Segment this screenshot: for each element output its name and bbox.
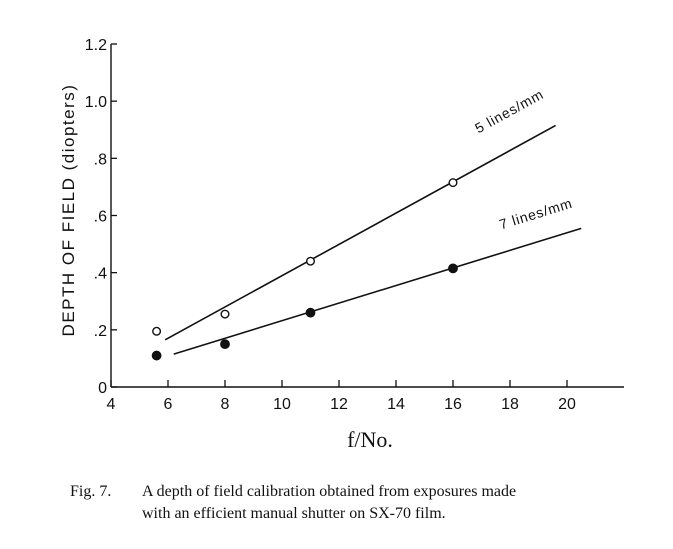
y-tick-label: .6	[94, 209, 107, 226]
x-tick-label: 14	[387, 396, 405, 413]
series-label: 5 lines/mm	[472, 86, 546, 136]
caption-line-2: with an efficient manual shutter on SX-7…	[142, 505, 446, 522]
data-point	[151, 350, 162, 361]
x-ticks: 4 6 8 10 12 14 16 18 20	[107, 380, 576, 413]
data-point	[448, 263, 458, 274]
y-tick-label: .4	[94, 266, 107, 283]
fit-line	[173, 227, 582, 355]
data-point	[448, 178, 458, 188]
y-tick-label: 1.2	[85, 37, 107, 54]
y-tick-label: 0	[98, 380, 107, 397]
y-tick-label: 1.0	[85, 94, 107, 111]
x-tick-label: 8	[221, 396, 230, 413]
figure-caption: Fig. 7. A depth of field calibration obta…	[70, 481, 630, 525]
series-2: 7 lines/mm	[151, 195, 582, 361]
x-tick-label: 12	[330, 396, 348, 413]
x-tick-label: 20	[558, 396, 576, 413]
x-tick-label: 10	[273, 396, 291, 413]
x-tick-label: 18	[501, 396, 519, 413]
data-point	[220, 339, 230, 350]
figure-number: Fig. 7.	[70, 483, 112, 500]
y-tick-label: .8	[94, 151, 107, 168]
fit-line	[164, 124, 556, 341]
caption-line-1: A depth of field calibration obtained fr…	[142, 483, 517, 500]
chart: 0 .2 .4 .6 .8 1.0 1.2 4 6 8 10 12 14 16 18 20 5 lines/…	[59, 37, 624, 452]
series-label: 7 lines/mm	[497, 195, 574, 233]
x-axis-title: f/No.	[347, 427, 393, 452]
y-tick-label: .2	[94, 323, 107, 340]
data-point	[152, 326, 162, 336]
data-point	[220, 309, 230, 319]
x-tick-label: 6	[164, 396, 173, 413]
series-1: 5 lines/mm	[152, 86, 556, 341]
data-point	[305, 307, 316, 318]
x-tick-label: 4	[107, 396, 116, 413]
x-tick-label: 16	[444, 396, 462, 413]
y-ticks: 0 .2 .4 .6 .8 1.0 1.2	[85, 37, 117, 397]
series-layer: 5 lines/mm 7 lines/mm	[151, 86, 582, 361]
data-point	[306, 256, 316, 266]
y-axis-title: DEPTH OF FIELD (diopters)	[59, 84, 78, 337]
